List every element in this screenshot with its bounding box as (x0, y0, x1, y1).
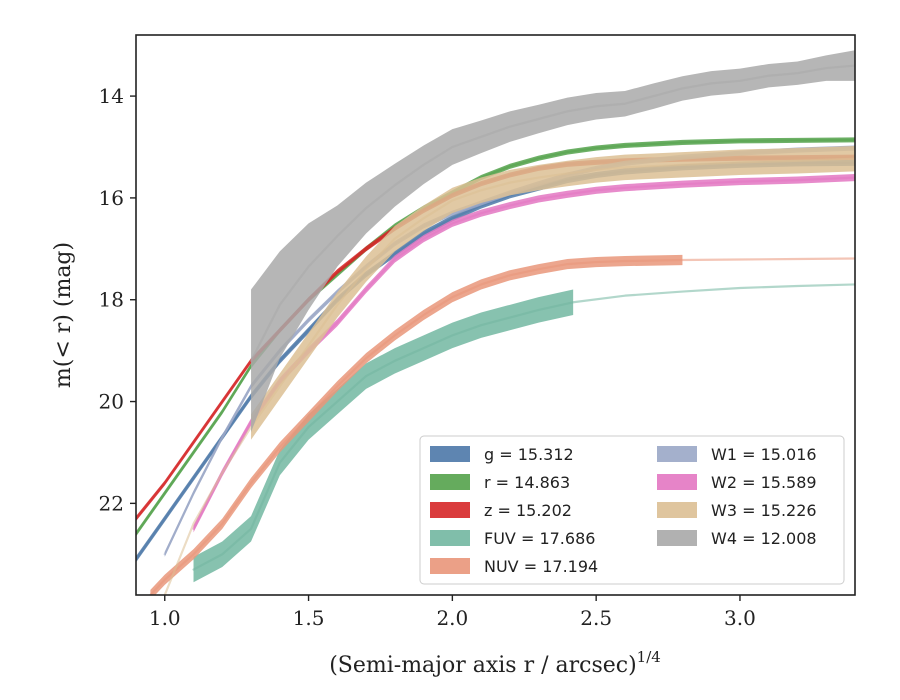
x-axis-label-superscript: 1/4 (637, 648, 661, 666)
legend-swatch-w3 (657, 502, 697, 518)
legend-label-w1: W1 = 15.016 (711, 445, 817, 464)
data-layer (136, 50, 855, 595)
legend: g = 15.312 r = 14.863 z = 15.202 FUV = 17.6… (419, 435, 845, 585)
legend-swatch-fuv (430, 530, 470, 546)
legend-swatch-w2 (657, 474, 697, 490)
legend-label-z: z = 15.202 (484, 501, 572, 520)
y-tick-label: 22 (99, 491, 124, 515)
y-tick-label: 20 (99, 390, 124, 414)
x-tick-label: 1.0 (149, 606, 181, 630)
plot-frame (135, 34, 856, 596)
y-tick-label: 14 (99, 84, 124, 108)
legend-label-fuv: FUV = 17.686 (484, 529, 595, 548)
y-axis-label: m(< r) (mag) (51, 242, 76, 388)
legend-frame (419, 435, 845, 585)
legend-label-g: g = 15.312 (484, 445, 574, 464)
series-line-nuv (149, 257, 855, 595)
x-tick-label: 1.5 (293, 606, 325, 630)
y-tick-label: 16 (99, 186, 124, 210)
legend-label-w2: W2 = 15.589 (711, 473, 817, 492)
series-line-w3 (163, 157, 855, 595)
series-band-nuv (150, 254, 683, 595)
legend-items: g = 15.312 r = 14.863 z = 15.202 FUV = 17.6… (430, 445, 817, 576)
x-axis-label-text: (Semi-major axis r / arcsec) (329, 653, 636, 678)
legend-label-nuv: NUV = 17.194 (484, 557, 598, 576)
series-band-w4 (251, 50, 855, 433)
series-band-fuv (193, 289, 574, 583)
x-tick-label: 2.0 (436, 606, 468, 630)
legend-swatch-w4 (657, 530, 697, 546)
x-tick-label: 2.5 (580, 606, 612, 630)
ticks-layer: 1.0 1.5 2.0 2.5 3.0 14 16 18 20 22 (99, 84, 756, 630)
legend-swatch-z (430, 502, 470, 518)
legend-swatch-r (430, 474, 470, 490)
legend-swatch-g (430, 446, 470, 462)
legend-swatch-nuv (430, 558, 470, 574)
series-line-fuv (192, 283, 855, 571)
x-tick-label: 3.0 (724, 606, 756, 630)
series-line-w4 (249, 64, 855, 362)
x-axis-label: (Semi-major axis r / arcsec)1/4 (329, 648, 661, 678)
legend-label-w3: W3 = 15.226 (711, 501, 817, 520)
legend-swatch-w1 (657, 446, 697, 462)
y-tick-label: 18 (99, 288, 124, 312)
legend-label-r: r = 14.863 (484, 473, 570, 492)
legend-label-w4: W4 = 12.008 (711, 529, 817, 548)
